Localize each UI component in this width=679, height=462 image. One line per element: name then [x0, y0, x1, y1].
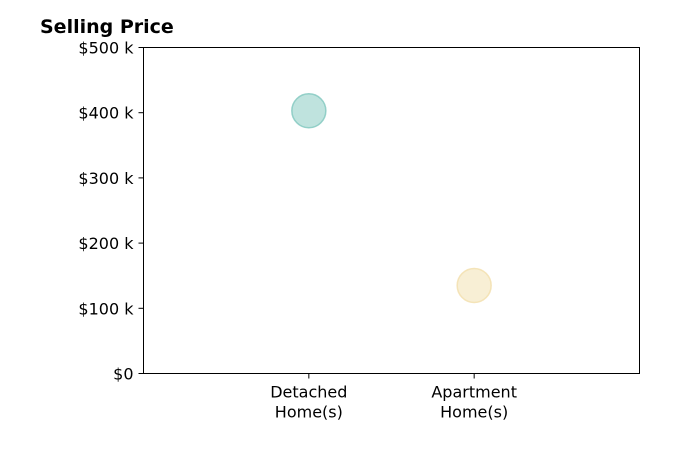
y-tick-label: $500 k: [78, 39, 134, 58]
data-point: [291, 92, 327, 129]
plot-frame: [143, 47, 640, 374]
y-tick-label: $300 k: [78, 169, 134, 188]
x-tick-label: Apartment Home(s): [431, 383, 517, 422]
data-point: [456, 267, 492, 304]
chart-title: Selling Price: [40, 16, 174, 38]
y-tick-label: $400 k: [78, 104, 134, 123]
x-tick-label: Detached Home(s): [270, 383, 347, 422]
x-axis: Detached Home(s) Apartment Home(s): [270, 373, 517, 422]
y-tick-label: $100 k: [78, 299, 134, 318]
y-tick-label: $0: [113, 365, 133, 384]
y-tick-label: $200 k: [78, 234, 134, 253]
data-points: [291, 92, 492, 304]
y-axis: $0 $100 k $200 k $300 k $400 k $500 k: [78, 39, 144, 384]
